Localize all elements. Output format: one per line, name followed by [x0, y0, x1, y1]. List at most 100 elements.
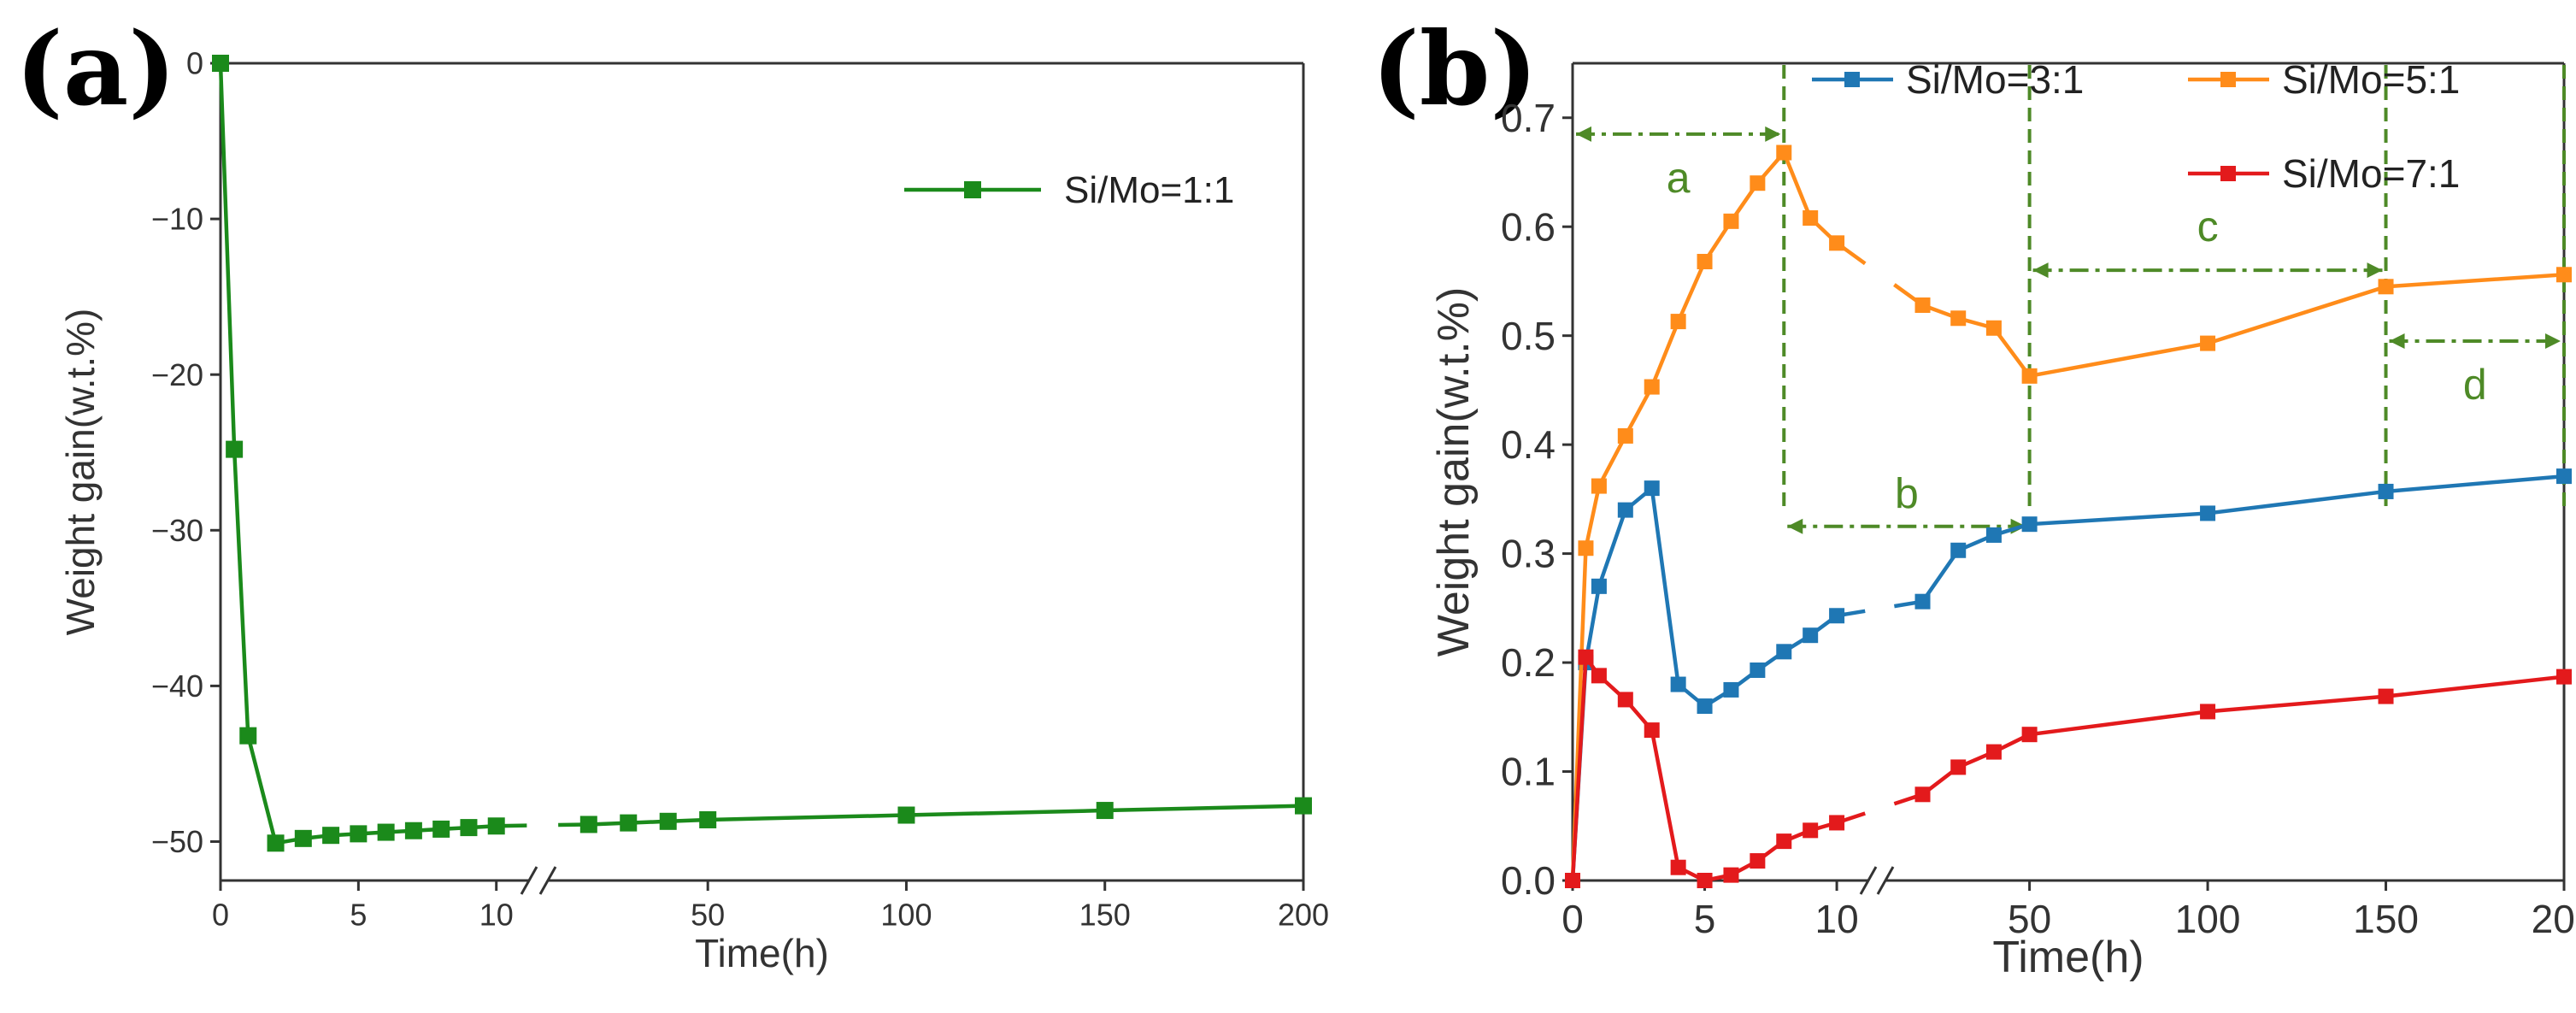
arrowhead-right [1765, 126, 1781, 142]
data-point [1591, 478, 1607, 494]
arrowhead-left [2389, 333, 2405, 350]
y-tick-label: −50 [151, 824, 203, 859]
data-point [2556, 468, 2572, 485]
x-tick-label: 10 [1815, 897, 1859, 941]
data-point [1914, 593, 1931, 610]
data-point [1803, 627, 1819, 644]
y-tick-label: −10 [151, 202, 203, 237]
y-tick-label: 0.0 [1501, 858, 1556, 903]
y-tick-label: 0.4 [1501, 422, 1556, 467]
data-point [1670, 676, 1686, 692]
data-point [1644, 379, 1660, 395]
series-line-0 [1894, 474, 2565, 609]
data-point [212, 55, 229, 72]
annotation-label-a: a [1667, 154, 1691, 202]
y-axis-title: Weight gain(w.t.%) [1429, 287, 1479, 657]
arrowhead-left [2032, 262, 2049, 279]
data-point [1697, 253, 1713, 269]
x-tick-label: 50 [691, 898, 725, 933]
data-point [1697, 698, 1713, 715]
data-point [404, 822, 422, 839]
series-line-1 [1570, 150, 1867, 881]
data-point [1985, 744, 2002, 760]
data-point [1565, 873, 1580, 888]
x-tick-label: 5 [350, 898, 367, 933]
data-point [1670, 859, 1686, 875]
data-point [1295, 797, 1312, 815]
legend-label: Si/Mo=3:1 [1906, 57, 2084, 102]
data-point [1829, 235, 1845, 251]
data-point [2200, 505, 2216, 521]
data-point [1750, 175, 1766, 191]
y-axis-title: Weight gain(w.t.%) [58, 309, 103, 636]
x-tick-label: 50 [2008, 897, 2051, 941]
x-tick-label: 100 [880, 898, 932, 933]
x-tick-label: 150 [1079, 898, 1131, 933]
x-tick-label: 10 [479, 898, 514, 933]
legend-label: Si/Mo=1:1 [1064, 169, 1234, 211]
data-point [1950, 542, 1967, 558]
data-point [460, 819, 478, 837]
annotation-label-b: b [1895, 469, 1919, 517]
x-axis-title: Time(h) [695, 931, 829, 975]
data-point [1950, 759, 1967, 775]
data-point [1776, 644, 1792, 660]
data-point [1578, 649, 1594, 665]
data-point [1803, 822, 1819, 839]
y-tick-label: 0.5 [1501, 314, 1556, 358]
annotation-label-d: d [2463, 361, 2487, 409]
data-point [239, 727, 257, 745]
panel-label-b: (b) [1372, 9, 1538, 128]
data-point [579, 816, 597, 833]
y-tick-label: −30 [151, 513, 203, 548]
chart-b: 0.0 0.1 0.2 0.3 0.4 0.5 0.6 0.7 0 5 10 50 100 150 200 T… [1429, 57, 2576, 982]
data-point [659, 812, 677, 830]
data-point [2021, 368, 2038, 384]
data-point [1670, 314, 1686, 330]
data-point [1950, 310, 1967, 327]
legend-marker [2220, 72, 2236, 87]
data-point [2021, 727, 2038, 743]
data-point [267, 834, 285, 852]
x-tick-label: 0 [212, 898, 229, 933]
data-point [1591, 578, 1607, 594]
data-point [1697, 873, 1713, 888]
axis-break-mark [538, 866, 557, 895]
data-point [1617, 502, 1633, 518]
y-tick-label: 0 [186, 46, 203, 81]
series-line-0 [1570, 486, 1866, 881]
data-point [377, 823, 395, 841]
data-point [1644, 722, 1660, 739]
annotation-label-c: c [2197, 203, 2219, 250]
data-point [1750, 853, 1766, 869]
data-point [2200, 704, 2216, 720]
data-point [1096, 802, 1114, 820]
y-tick-label: −40 [151, 668, 203, 704]
data-point [1723, 867, 1739, 883]
y-tick-label: 0.3 [1501, 532, 1556, 576]
data-point [1914, 297, 1931, 313]
data-point [2378, 279, 2394, 295]
data-point [432, 820, 450, 838]
series-line-2 [1570, 655, 1866, 883]
data-point [1776, 833, 1792, 850]
data-point [1985, 320, 2002, 336]
y-tick-label: 0.2 [1501, 640, 1556, 685]
data-point [487, 817, 505, 835]
arrowhead-right [2367, 262, 2383, 279]
data-point [1803, 210, 1819, 227]
data-point [350, 825, 368, 843]
arrowhead-right [2545, 333, 2561, 350]
data-point [226, 440, 244, 458]
x-axis-title: Time(h) [1992, 933, 2144, 982]
data-point [2378, 483, 2394, 499]
y-tick-label: 0.7 [1501, 96, 1556, 140]
arrowhead-left [1787, 518, 1803, 534]
data-point [1617, 427, 1633, 444]
legend-marker [2220, 166, 2236, 181]
x-tick-label: 150 [2353, 897, 2419, 941]
x-tick-label: 200 [2532, 897, 2576, 941]
legend-label: Si/Mo=7:1 [2282, 151, 2460, 196]
data-point [897, 806, 915, 824]
x-tick-label: 0 [1561, 897, 1584, 941]
